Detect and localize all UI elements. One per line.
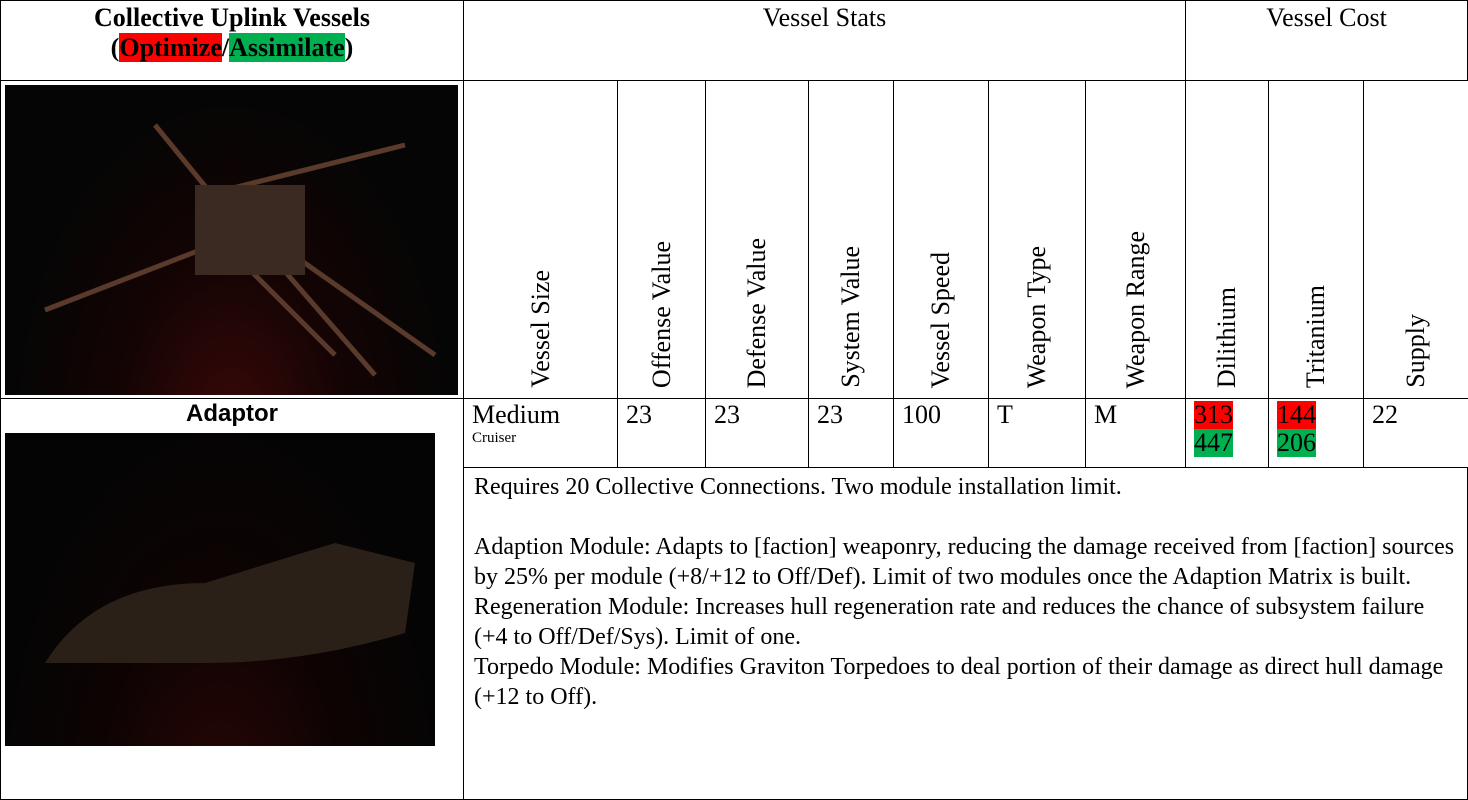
value-cell: T [988,398,1086,468]
image-cell [0,80,464,399]
vessel-image [5,85,458,395]
vessel-class: Cruiser [472,430,517,446]
column-header: Defense Value [742,237,771,388]
column-header: Vessel Size [525,270,555,388]
column-header: Weapon Type [1022,245,1051,388]
column-header: Offense Value [646,240,676,388]
paren: ) [344,33,354,62]
column-header: System Value [836,246,865,388]
supply-value: 22 [1372,400,1398,429]
column-header-cell: Weapon Type [988,80,1086,399]
value-cell: 22 [1363,398,1468,468]
assimilate: Assimilate [229,33,345,62]
desc-line: Regeneration Module: Increases hull rege… [474,594,1425,650]
column-header-cell: Vessel Size [463,80,618,399]
column-header: Tritanium [1301,284,1330,388]
column-header-cell: Weapon Range [1085,80,1186,399]
cost-header: Vessel Cost [1185,0,1468,81]
value-cell: 23 [617,398,706,468]
vessel-size: Medium [472,400,561,429]
tritanium-value: 206 [1277,428,1316,457]
column-header-cell: Defense Value [705,80,809,399]
column-header-cell: System Value [808,80,894,399]
description: Requires 20 Collective Connections. Two … [463,467,1468,800]
stats-header: Vessel Stats [463,0,1186,81]
value-cell: Medium Cruiser [463,398,618,468]
column-header: Weapon Range [1120,230,1150,388]
column-header: Dilithium [1212,286,1241,388]
column-header: Vessel Speed [926,251,955,388]
vessel-image [5,433,435,746]
title-cell: Collective Uplink Vessels (Optimize/Assi… [0,0,464,81]
column-header-cell: Vessel Speed [893,80,989,399]
defense-value: 23 [714,400,740,429]
ship-sketch [44,123,437,377]
slash: / [221,33,230,62]
tritanium-value: 144 [1277,400,1316,429]
paren: ( [110,33,120,62]
column-header-cell: Supply [1363,80,1468,399]
value-cell: M [1085,398,1186,468]
weapon-range-value: M [1094,400,1118,429]
offense-value: 23 [626,400,652,429]
column-header: Supply [1401,314,1430,388]
title: Collective Uplink Vessels [94,3,370,32]
desc-line: Requires 20 Collective Connections. Two … [474,474,1122,500]
column-header-cell: Dilithium [1185,80,1269,399]
optimize: Optimize [119,33,222,62]
value-cell: 23 [808,398,894,468]
system-value: 23 [817,400,843,429]
dilithium-value: 447 [1194,428,1233,457]
column-header-cell: Tritanium [1268,80,1364,399]
dilithium-value: 313 [1194,400,1233,429]
speed-value: 100 [902,400,941,429]
value-cell: 144 206 [1268,398,1364,468]
vessel-name: Adaptor [186,400,278,427]
column-header-cell: Offense Value [617,80,706,399]
desc-line: Adaption Module: Adapts to [faction] wea… [474,534,1455,590]
value-cell: 23 [705,398,809,468]
ship-sketch [45,543,415,663]
vessel-cell: Adaptor [0,398,464,800]
value-cell: 313 447 [1185,398,1269,468]
subtitle: (Optimize/Assimilate) [1,33,463,63]
desc-line: Torpedo Module: Modifies Graviton Torped… [474,654,1444,710]
value-cell: 100 [893,398,989,468]
weapon-type-value: T [997,400,1013,429]
